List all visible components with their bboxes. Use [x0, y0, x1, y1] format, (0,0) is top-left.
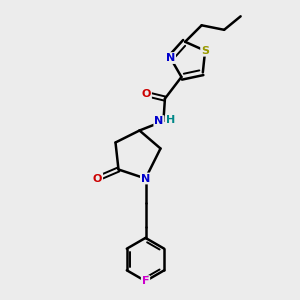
Text: H: H [166, 115, 176, 124]
Text: O: O [142, 89, 151, 99]
Text: O: O [93, 173, 102, 184]
Text: S: S [201, 46, 209, 56]
Text: N: N [154, 116, 164, 126]
Text: F: F [142, 276, 149, 286]
Text: N: N [166, 53, 175, 63]
Text: N: N [141, 173, 150, 184]
